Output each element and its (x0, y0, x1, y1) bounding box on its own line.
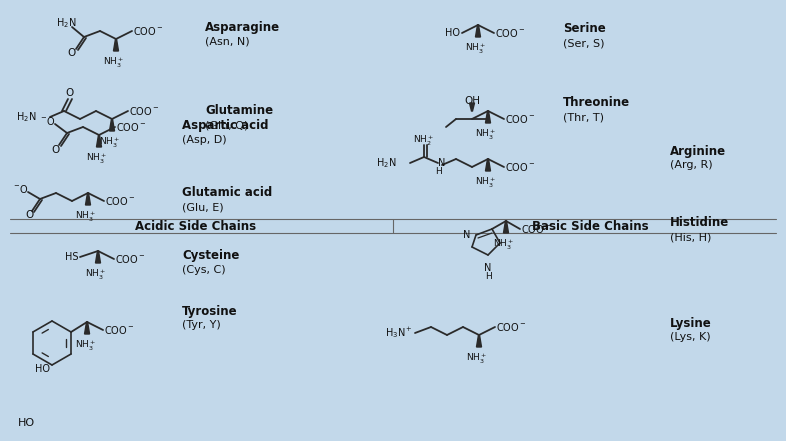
Text: (Lys, K): (Lys, K) (670, 332, 711, 342)
Text: OH: OH (464, 96, 480, 106)
Text: COO$^-$: COO$^-$ (133, 25, 163, 37)
Polygon shape (469, 103, 475, 111)
Polygon shape (113, 39, 119, 51)
Polygon shape (96, 251, 101, 263)
Text: O: O (25, 210, 33, 220)
Text: NH$_2^+$: NH$_2^+$ (413, 134, 435, 148)
Polygon shape (476, 335, 482, 347)
Text: H: H (485, 272, 491, 281)
Text: NH$_3^+$: NH$_3^+$ (476, 128, 497, 142)
Text: COO$^-$: COO$^-$ (495, 27, 526, 39)
Text: H: H (435, 168, 442, 176)
Text: NH$_3^+$: NH$_3^+$ (465, 42, 487, 56)
Text: NH$_3^+$: NH$_3^+$ (466, 352, 487, 366)
Text: COO$^-$: COO$^-$ (105, 195, 135, 207)
Text: NH$_3^+$: NH$_3^+$ (104, 56, 124, 70)
Text: COO$^-$: COO$^-$ (129, 105, 160, 117)
Polygon shape (85, 322, 90, 334)
Polygon shape (476, 25, 480, 37)
Text: COO$^-$: COO$^-$ (505, 113, 535, 125)
Text: COO$^-$: COO$^-$ (104, 324, 134, 336)
Text: N: N (438, 158, 446, 168)
Text: COO$^-$: COO$^-$ (505, 161, 535, 173)
Polygon shape (504, 221, 509, 233)
Text: Histidine: Histidine (670, 217, 729, 229)
Text: H$_2$N: H$_2$N (376, 156, 396, 170)
Polygon shape (486, 111, 490, 123)
Text: NH$_3^+$: NH$_3^+$ (476, 176, 497, 190)
Text: Glutamine: Glutamine (205, 105, 273, 117)
Polygon shape (486, 159, 490, 171)
Text: NH$_3^+$: NH$_3^+$ (75, 339, 96, 353)
Text: H$_3$N$^+$: H$_3$N$^+$ (385, 325, 413, 340)
Text: NH$_3^+$: NH$_3^+$ (86, 152, 108, 166)
Text: H$_2$N: H$_2$N (56, 16, 76, 30)
Text: Arginine: Arginine (670, 145, 726, 157)
Text: (Cys, C): (Cys, C) (182, 265, 226, 275)
Text: COO$^-$: COO$^-$ (496, 321, 527, 333)
Text: (Thr, T): (Thr, T) (563, 112, 604, 122)
Text: $^{-}$O: $^{-}$O (40, 115, 55, 127)
Polygon shape (109, 119, 115, 131)
Text: (His, H): (His, H) (670, 232, 711, 242)
Text: Acidic Side Chains: Acidic Side Chains (135, 220, 256, 232)
Polygon shape (97, 135, 101, 147)
Text: O: O (51, 145, 59, 155)
Text: COO$^-$: COO$^-$ (116, 121, 146, 133)
Text: Cysteine: Cysteine (182, 250, 240, 262)
Text: NH$_3^+$: NH$_3^+$ (86, 268, 107, 282)
Text: H$_2$N: H$_2$N (16, 110, 36, 124)
Text: (Asn, N): (Asn, N) (205, 37, 250, 47)
Text: (Gln, Q): (Gln, Q) (205, 120, 248, 130)
Text: O: O (68, 48, 76, 58)
Text: Tyrosine: Tyrosine (182, 304, 237, 318)
Polygon shape (86, 193, 90, 205)
Text: Glutamic acid: Glutamic acid (182, 187, 272, 199)
Text: $^{-}$O: $^{-}$O (13, 183, 28, 195)
Text: Lysine: Lysine (670, 317, 712, 329)
Text: O: O (66, 88, 74, 98)
Text: NH$_3^+$: NH$_3^+$ (75, 210, 97, 224)
Text: (Ser, S): (Ser, S) (563, 38, 604, 48)
Text: (Glu, E): (Glu, E) (182, 202, 224, 212)
Text: NH$_3^+$: NH$_3^+$ (100, 136, 120, 150)
Text: COO$^-$: COO$^-$ (115, 253, 145, 265)
Text: Asparagine: Asparagine (205, 22, 280, 34)
Text: HO: HO (445, 28, 460, 38)
Text: (Tyr, Y): (Tyr, Y) (182, 320, 221, 330)
Text: Threonine: Threonine (563, 97, 630, 109)
Text: COO$^-$: COO$^-$ (521, 223, 552, 235)
Text: HO: HO (18, 418, 35, 428)
Text: (Arg, R): (Arg, R) (670, 160, 713, 170)
Text: N: N (463, 230, 470, 240)
Text: Basic Side Chains: Basic Side Chains (531, 220, 648, 232)
Text: (Asp, D): (Asp, D) (182, 135, 226, 145)
Text: NH$_3^+$: NH$_3^+$ (494, 238, 515, 252)
Text: HO: HO (35, 364, 50, 374)
Text: HS: HS (64, 252, 78, 262)
Text: Serine: Serine (563, 22, 606, 35)
Text: Aspartic acid: Aspartic acid (182, 120, 269, 132)
Text: N: N (484, 263, 492, 273)
